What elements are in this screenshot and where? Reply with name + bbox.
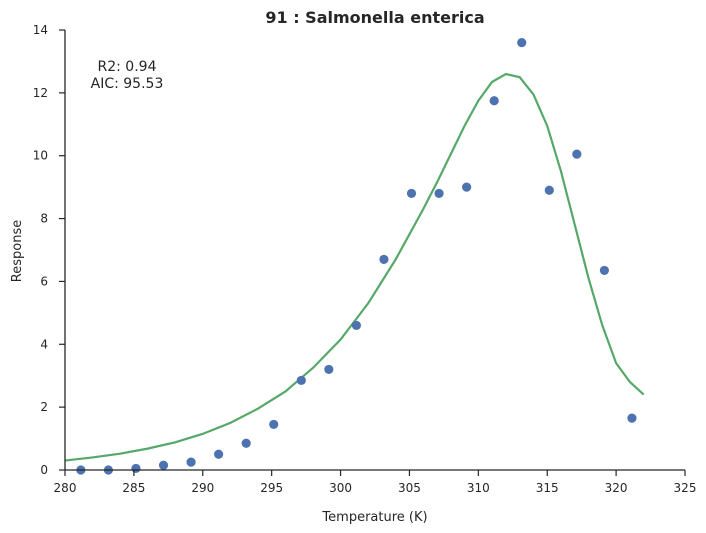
fitted-curve bbox=[64, 72, 645, 462]
data-point bbox=[627, 413, 637, 423]
data-point bbox=[186, 457, 196, 467]
x-tick-label: 300 bbox=[329, 481, 352, 495]
y-tick-label: 12 bbox=[33, 86, 48, 100]
data-point bbox=[599, 265, 610, 276]
data-point bbox=[434, 188, 444, 199]
data-point bbox=[269, 419, 279, 430]
y-tick-label: 8 bbox=[40, 212, 48, 226]
x-tick-label: 320 bbox=[605, 481, 628, 495]
data-point bbox=[324, 364, 334, 375]
x-tick-label: 315 bbox=[536, 481, 559, 495]
y-tick-label: 4 bbox=[40, 337, 48, 351]
x-tick-label: 305 bbox=[398, 481, 421, 495]
x-tick-label: 295 bbox=[260, 481, 283, 495]
x-tick-label: 280 bbox=[54, 481, 77, 495]
data-point bbox=[572, 149, 582, 159]
plot-area bbox=[64, 37, 645, 475]
x-ticks: 280 285 290 295 300 305 310 315 320 325 bbox=[54, 470, 697, 495]
y-ticks: 0 2 4 6 8 10 12 14 bbox=[33, 23, 65, 477]
y-tick-label: 2 bbox=[40, 400, 48, 414]
data-point bbox=[131, 463, 141, 474]
data-point bbox=[462, 182, 472, 192]
y-tick-label: 14 bbox=[33, 23, 48, 37]
data-point bbox=[241, 438, 251, 448]
x-tick-label: 325 bbox=[674, 481, 697, 495]
y-tick-label: 0 bbox=[40, 463, 48, 477]
chart-title: 91 : Salmonella enterica bbox=[265, 8, 484, 27]
x-tick-label: 290 bbox=[191, 481, 214, 495]
data-point bbox=[214, 449, 224, 459]
data-point bbox=[296, 375, 306, 386]
data-point bbox=[351, 320, 361, 331]
r2-annotation: R2: 0.94 bbox=[98, 59, 157, 75]
y-tick-label: 10 bbox=[33, 149, 48, 163]
data-point bbox=[544, 185, 554, 195]
y-tick-label: 6 bbox=[40, 274, 48, 288]
data-point bbox=[489, 96, 499, 106]
data-point bbox=[406, 188, 417, 199]
x-tick-label: 310 bbox=[467, 481, 490, 495]
data-point bbox=[379, 254, 389, 265]
y-axis-label: Response bbox=[10, 220, 25, 282]
x-axis-label: Temperature (K) bbox=[321, 510, 427, 525]
data-point bbox=[158, 460, 169, 470]
aic-annotation: AIC: 95.53 bbox=[91, 76, 164, 92]
data-point bbox=[517, 37, 527, 48]
x-tick-label: 285 bbox=[122, 481, 145, 495]
